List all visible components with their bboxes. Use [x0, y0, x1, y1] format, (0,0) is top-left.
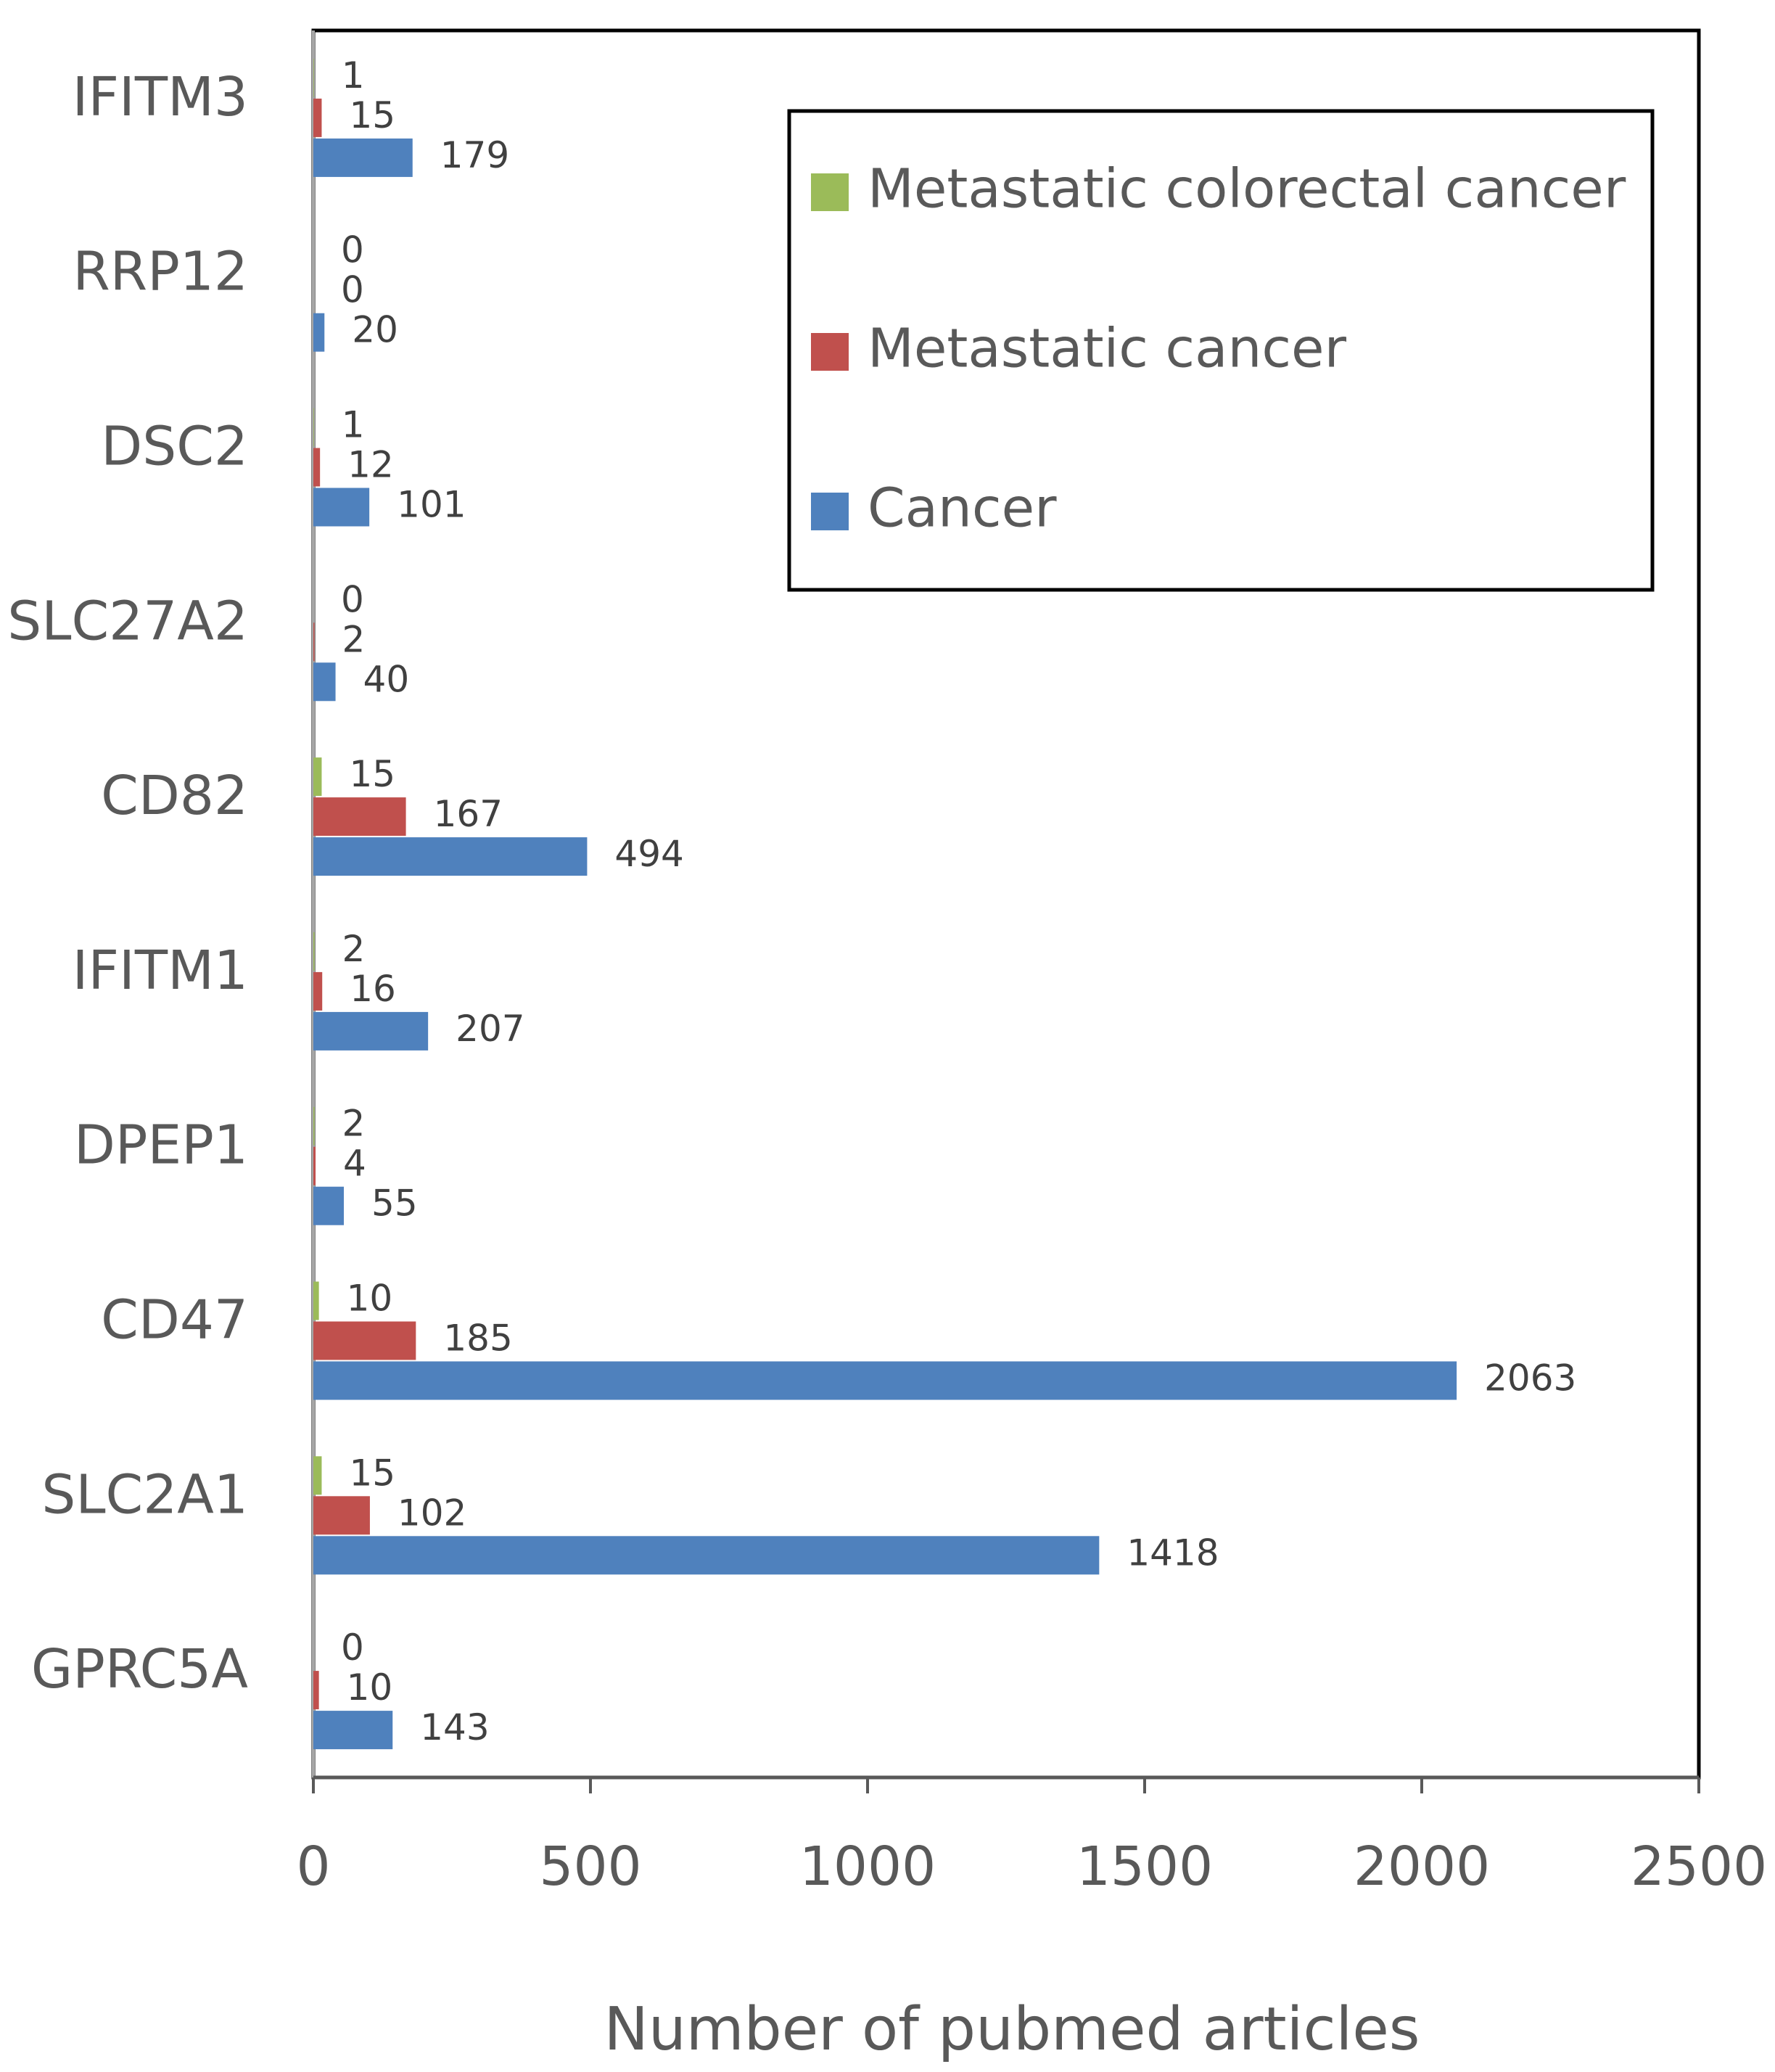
category-label: RRP12 — [73, 241, 248, 303]
category-label: SLC2A1 — [41, 1463, 248, 1526]
legend-label: Metastatic cancer — [868, 318, 1347, 380]
x-tick-label: 1000 — [799, 1835, 936, 1898]
data-label: 179 — [440, 134, 509, 176]
legend: Metastatic colorectal cancer Metastatic c… — [787, 109, 1655, 592]
bar — [313, 448, 321, 487]
bar — [313, 1456, 322, 1495]
data-label: 1 — [342, 404, 365, 446]
bar — [313, 1361, 1457, 1400]
data-label: 15 — [349, 94, 395, 136]
data-label: 2063 — [1484, 1357, 1576, 1399]
bar — [313, 1536, 1100, 1575]
data-label: 2 — [342, 928, 366, 970]
x-tick-label: 500 — [539, 1835, 641, 1898]
bar — [313, 488, 370, 527]
data-label: 40 — [363, 658, 410, 700]
category-label: DPEP1 — [74, 1114, 248, 1177]
data-label: 494 — [614, 833, 683, 875]
bar — [313, 757, 322, 797]
data-label: 10 — [347, 1278, 393, 1320]
data-label: 0 — [341, 1627, 364, 1669]
data-label: 55 — [371, 1183, 418, 1225]
x-tick-label: 2500 — [1631, 1835, 1767, 1898]
bar — [313, 58, 314, 97]
bar — [313, 1496, 370, 1535]
data-label: 15 — [349, 1452, 395, 1494]
data-label: 12 — [347, 444, 394, 486]
bar — [313, 1011, 429, 1051]
bar — [313, 138, 413, 177]
data-label: 15 — [349, 753, 395, 795]
bar — [313, 971, 323, 1011]
legend-box — [787, 109, 1655, 592]
bar — [313, 622, 315, 662]
category-label: GPRC5A — [31, 1638, 248, 1701]
bar — [313, 837, 588, 876]
data-label: 0 — [341, 578, 364, 620]
data-label: 0 — [341, 229, 364, 271]
data-label: 1418 — [1127, 1532, 1219, 1574]
data-label: 4 — [343, 1143, 366, 1185]
data-label: 102 — [398, 1492, 466, 1534]
x-tick-label: 0 — [296, 1835, 330, 1898]
bar — [313, 1711, 393, 1750]
data-label: 207 — [456, 1008, 524, 1050]
bar — [313, 1281, 319, 1320]
bar — [313, 408, 314, 447]
data-label: 2 — [342, 618, 366, 660]
x-tick-label: 2000 — [1354, 1835, 1490, 1898]
bar — [313, 932, 315, 971]
data-label: 143 — [420, 1706, 489, 1748]
category-label: IFITM1 — [73, 940, 248, 1002]
data-label: 1 — [342, 54, 365, 96]
bar — [313, 662, 336, 702]
data-label: 10 — [347, 1666, 393, 1709]
bar — [313, 313, 325, 352]
x-axis-title: Number of pubmed articles — [604, 1995, 1420, 2064]
data-label: 2 — [342, 1103, 366, 1145]
bar — [313, 98, 322, 137]
category-label: IFITM3 — [73, 66, 248, 128]
data-label: 16 — [350, 968, 396, 1010]
bar — [313, 1146, 316, 1185]
legend-swatch — [811, 493, 849, 530]
data-label: 185 — [443, 1317, 512, 1360]
bar — [313, 1106, 315, 1146]
data-label: 0 — [341, 269, 364, 311]
bar — [313, 1671, 319, 1710]
category-label: CD47 — [101, 1289, 248, 1352]
data-label: 101 — [397, 484, 466, 526]
legend-label: Cancer — [868, 477, 1057, 540]
bar — [313, 797, 406, 836]
data-label: 167 — [434, 793, 503, 835]
bar — [313, 1186, 345, 1225]
x-tick-label: 1500 — [1076, 1835, 1213, 1898]
category-label: SLC27A2 — [7, 590, 248, 652]
category-label: DSC2 — [101, 416, 248, 478]
bar — [313, 1321, 416, 1360]
legend-label: Metastatic colorectal cancer — [868, 158, 1626, 221]
legend-swatch — [811, 173, 849, 211]
category-label: CD82 — [101, 765, 248, 827]
legend-swatch — [811, 333, 849, 371]
data-label: 20 — [352, 309, 398, 351]
